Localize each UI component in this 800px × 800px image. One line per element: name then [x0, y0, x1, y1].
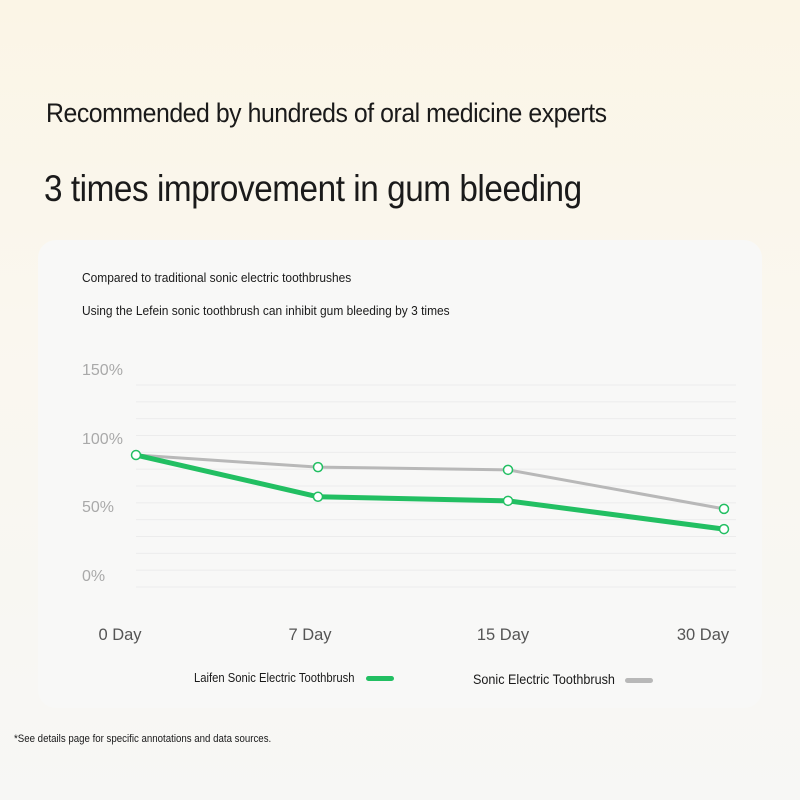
- data-point: [312, 491, 324, 503]
- y-tick-label: 100%: [82, 431, 123, 448]
- y-tick-label: 50%: [82, 499, 114, 516]
- x-tick-label: 30 Day: [677, 626, 730, 644]
- legend-swatch-gray: [624, 678, 653, 684]
- footnote: *See details page for specific annotatio…: [14, 733, 272, 745]
- y-tick-label: 0%: [82, 568, 105, 585]
- headline: Recommended by hundreds of oral medicine…: [46, 98, 607, 128]
- y-tick-label: 150%: [82, 362, 123, 379]
- grid-lines: [136, 384, 736, 588]
- x-tick-label: 7 Day: [288, 626, 332, 644]
- data-points: [130, 449, 730, 535]
- comparison-note: Compared to traditional sonic electric t…: [82, 270, 352, 285]
- legend-label: Laifen Sonic Electric Toothbrush: [194, 671, 355, 685]
- legend-swatch-green: [366, 676, 395, 682]
- data-point: [718, 523, 730, 535]
- series-line-laifen: [133, 452, 727, 532]
- x-tick-label: 15 Day: [477, 626, 530, 644]
- legend-label: Sonic Electric Toothbrush: [473, 671, 615, 687]
- data-point: [502, 464, 514, 476]
- legend-item-sonic: Sonic Electric Toothbrush: [473, 671, 653, 687]
- x-tick-label: 0 Day: [98, 626, 142, 644]
- data-point: [312, 461, 324, 473]
- claim-note: Using the Lefein sonic toothbrush can in…: [82, 303, 450, 318]
- series-line-sonic: [134, 453, 726, 511]
- data-point: [502, 495, 514, 507]
- chart-card: [38, 240, 762, 708]
- subheadline: 3 times improvement in gum bleeding: [44, 168, 582, 209]
- legend-item-laifen: Laifen Sonic Electric Toothbrush: [194, 671, 395, 685]
- data-point: [130, 449, 142, 461]
- data-point: [718, 503, 730, 515]
- y-axis-ticks: 150% 100% 50% 0%: [82, 362, 123, 585]
- series-lines: [133, 452, 727, 532]
- x-axis-ticks: 0 Day 7 Day 15 Day 30 Day: [98, 626, 729, 644]
